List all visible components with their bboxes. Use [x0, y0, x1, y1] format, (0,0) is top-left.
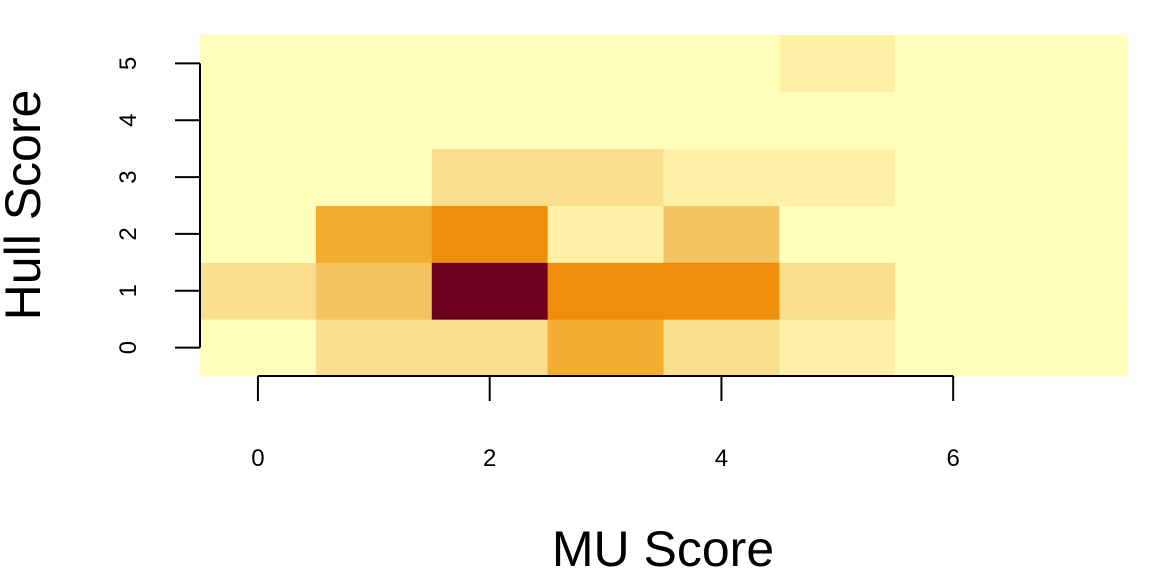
heatmap-cell-x1-y1 — [315, 262, 433, 320]
heatmap-cell-x0-y3 — [200, 148, 317, 206]
heatmap-cell-x6-y4 — [895, 91, 1012, 150]
heatmap-cell-x4-y3 — [663, 148, 780, 206]
heatmap-cell-x1-y0 — [315, 319, 433, 377]
heatmap-cell-x4-y4 — [663, 91, 780, 150]
heatmap-cell-x5-y5 — [779, 35, 896, 93]
heatmap-cell-x6-y5 — [895, 35, 1012, 93]
heatmap-cell-x1-y5 — [315, 35, 433, 93]
heatmap-cell-x0-y4 — [200, 91, 317, 150]
heatmap-cell-x4-y1 — [663, 262, 780, 320]
heatmap-cell-x7-y2 — [1011, 205, 1128, 263]
heatmap-cell-x3-y0 — [547, 319, 664, 377]
x-tick-label: 0 — [251, 445, 264, 472]
heatmap-cell-x1-y3 — [315, 148, 433, 206]
heatmap-cell-x2-y3 — [431, 148, 549, 206]
y-tick-label: 5 — [115, 57, 142, 70]
heatmap-cell-x5-y2 — [779, 205, 896, 263]
heatmap-cell-x3-y2 — [547, 205, 664, 263]
heatmap-cell-x6-y1 — [895, 262, 1012, 320]
heatmap-cell-x0-y2 — [200, 205, 317, 263]
heatmap-cell-x6-y2 — [895, 205, 1012, 263]
heatmap-cell-x7-y0 — [1011, 319, 1128, 377]
heatmap-cell-x0-y1 — [200, 262, 317, 320]
y-tick-label: 1 — [115, 284, 142, 297]
heatmap-cells — [200, 35, 1128, 377]
heatmap-cell-x5-y4 — [779, 91, 896, 150]
heatmap-cell-x2-y2 — [431, 205, 549, 263]
heatmap-cell-x1-y4 — [315, 91, 433, 150]
heatmap-cell-x5-y3 — [779, 148, 896, 206]
heatmap-cell-x6-y0 — [895, 319, 1012, 377]
heatmap-cell-x4-y0 — [663, 319, 780, 377]
x-axis-title: MU Score — [552, 521, 774, 576]
y-tick-label: 3 — [115, 170, 142, 183]
heatmap-cell-x7-y4 — [1011, 91, 1128, 150]
x-tick-label: 4 — [715, 445, 728, 472]
y-axis-title: Hull Score — [0, 90, 51, 321]
heatmap-cell-x1-y2 — [315, 205, 433, 263]
heatmap-cell-x3-y5 — [547, 35, 664, 93]
heatmap-cell-x2-y5 — [431, 35, 549, 93]
heatmap-cell-x7-y5 — [1011, 35, 1128, 93]
heatmap-cell-x6-y3 — [895, 148, 1012, 206]
heatmap-cell-x7-y3 — [1011, 148, 1128, 206]
y-tick-label: 0 — [115, 341, 142, 354]
heatmap-cell-x7-y1 — [1011, 262, 1128, 320]
heatmap-cell-x3-y3 — [547, 148, 664, 206]
heatmap-cell-x2-y0 — [431, 319, 549, 377]
x-axis: 0 2 4 6 — [251, 375, 960, 472]
heatmap-cell-x2-y4 — [431, 91, 549, 150]
heatmap-cell-x3-y1 — [547, 262, 664, 320]
y-tick-label: 2 — [115, 227, 142, 240]
x-tick-label: 2 — [483, 445, 496, 472]
heatmap-cell-x5-y0 — [779, 319, 896, 377]
y-tick-label: 4 — [115, 114, 142, 127]
heatmap-cell-x4-y5 — [663, 35, 780, 93]
heatmap-cell-x0-y0 — [200, 319, 317, 377]
heatmap-cell-x3-y4 — [547, 91, 664, 150]
heatmap-cell-x5-y1 — [779, 262, 896, 320]
heatmap-cell-x0-y5 — [200, 35, 317, 93]
y-axis: 0 1 2 3 4 5 — [115, 57, 201, 354]
heatmap-cell-x4-y2 — [663, 205, 780, 263]
heatmap-cell-x2-y1 — [431, 262, 549, 320]
x-tick-label: 6 — [947, 445, 960, 472]
